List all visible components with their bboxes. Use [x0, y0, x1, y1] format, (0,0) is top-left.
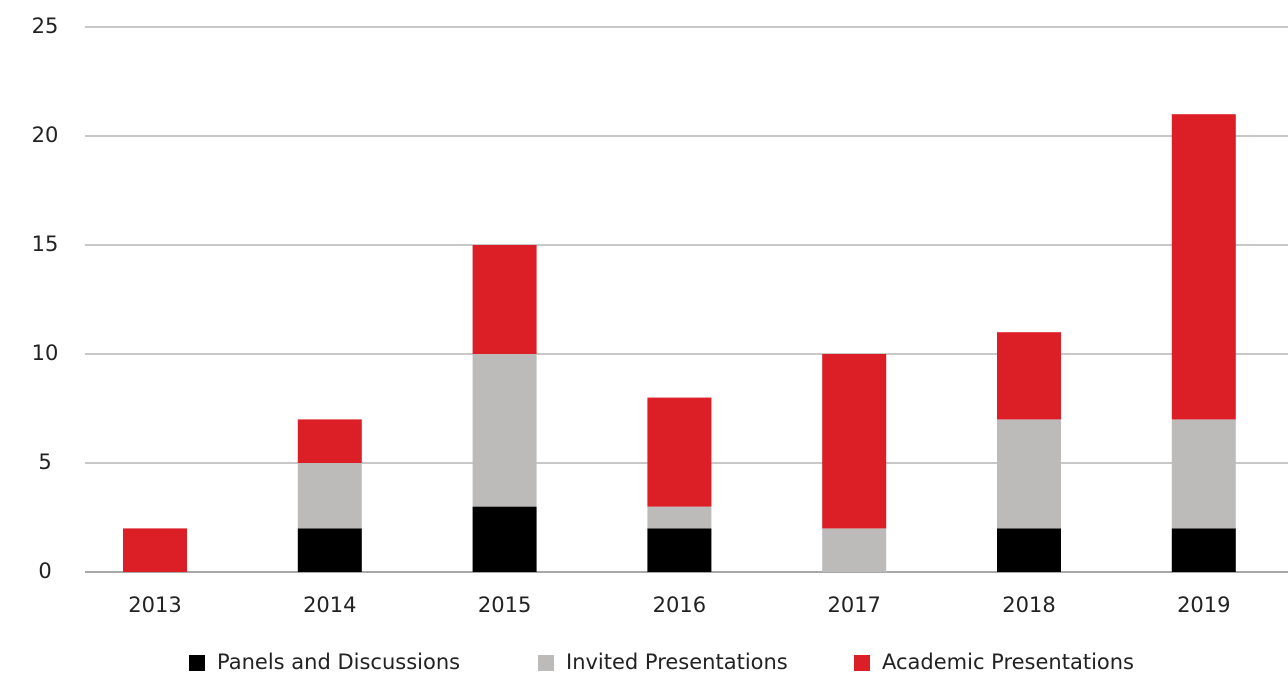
- bar-segment: [997, 332, 1061, 420]
- bar-segment: [472, 245, 537, 354]
- legend-swatch: [538, 655, 554, 671]
- y-tick-label: 0: [38, 559, 51, 583]
- bar-segment: [647, 528, 712, 572]
- x-tick-label: 2016: [653, 593, 706, 617]
- y-tick-label: 15: [32, 232, 59, 256]
- bar-segment: [997, 528, 1061, 572]
- x-tick-label: 2015: [478, 593, 531, 617]
- bar-segment: [472, 354, 537, 507]
- bar-segment: [647, 397, 712, 507]
- bar-segment: [297, 463, 362, 529]
- legend-swatch: [854, 655, 870, 671]
- bar-segment: [997, 419, 1061, 529]
- y-tick-label: 20: [32, 123, 59, 147]
- x-tick-label: 2018: [1002, 593, 1055, 617]
- bar-segment: [297, 528, 362, 572]
- bar-segment: [1171, 419, 1236, 529]
- x-tick-label: 2019: [1177, 593, 1230, 617]
- y-tick-label: 10: [32, 341, 59, 365]
- bar-segment: [123, 528, 187, 572]
- bar-segment: [472, 506, 537, 572]
- x-tick-label: 2013: [128, 593, 181, 617]
- y-tick-label: 25: [32, 14, 59, 38]
- bar-segment: [822, 528, 887, 572]
- bar-segment: [1171, 114, 1236, 420]
- legend-label: Invited Presentations: [566, 650, 788, 674]
- legend-label: Academic Presentations: [882, 650, 1134, 674]
- bar-segment: [297, 419, 362, 463]
- legend-swatch: [189, 655, 205, 671]
- legend-label: Panels and Discussions: [217, 650, 460, 674]
- x-tick-label: 2014: [303, 593, 356, 617]
- y-tick-label: 5: [38, 450, 51, 474]
- bar-segment: [647, 506, 712, 529]
- x-tick-label: 2017: [827, 593, 880, 617]
- bar-segment: [1171, 528, 1236, 572]
- bar-segment: [822, 354, 887, 529]
